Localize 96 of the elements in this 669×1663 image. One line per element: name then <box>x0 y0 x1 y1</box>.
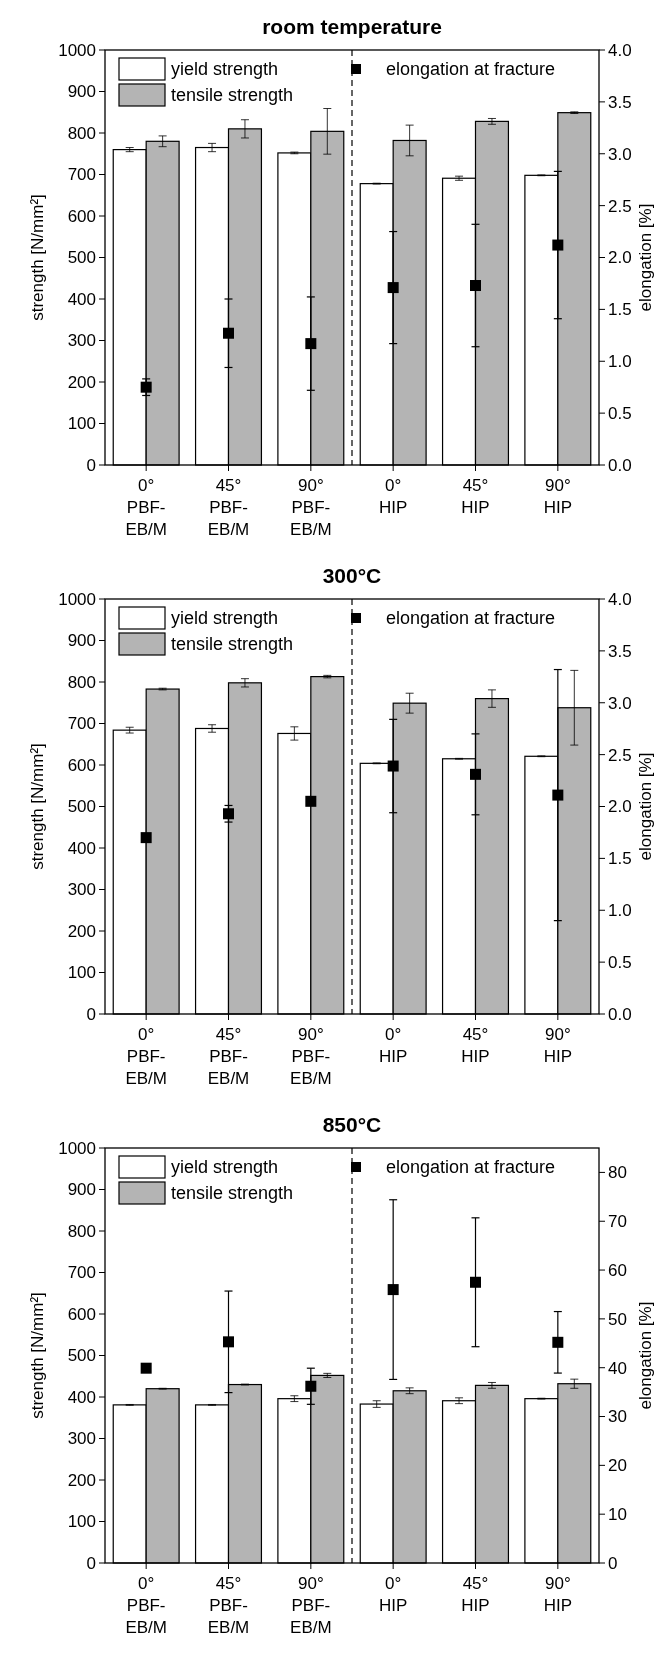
y-tick-label: 0 <box>86 1553 96 1573</box>
x-tick-label: 45° HIP <box>461 1574 490 1615</box>
x-tick-label: 0° HIP <box>378 1574 408 1615</box>
x-tick-label: 45° PBF- EB/M <box>207 1574 250 1637</box>
x-tick-label: 90° HIP <box>543 1025 573 1066</box>
legend-label: tensile strength <box>171 85 294 105</box>
y-tick-label: 800 <box>67 1221 96 1241</box>
y-tick-label: 900 <box>67 82 96 102</box>
y-tick-label: 600 <box>67 206 96 226</box>
y2-tick-label: 70 <box>608 1212 627 1232</box>
legend-label: tensile strength <box>171 634 294 654</box>
y2-tick-label: 20 <box>608 1456 627 1476</box>
y-tick-label: 900 <box>67 631 96 651</box>
chart-title: room temperature <box>262 15 442 38</box>
legend-label: elongation at fracture <box>386 608 556 628</box>
y2-axis-title: elongation [%] <box>636 1301 655 1410</box>
y-tick-label: 800 <box>67 123 96 143</box>
y-tick-label: 300 <box>67 331 96 351</box>
y-axis-title: strength [N/mm²] <box>28 1292 47 1419</box>
y-tick-label: 100 <box>67 1512 96 1532</box>
y-tick-label: 500 <box>67 248 96 268</box>
y2-tick-label: 3.5 <box>608 641 632 661</box>
y-tick-label: 400 <box>67 1387 96 1407</box>
y2-axis-title: elongation [%] <box>636 752 655 861</box>
y-axis-title: strength [N/mm²] <box>28 743 47 870</box>
x-tick-label: 45° HIP <box>461 1025 490 1066</box>
y2-tick-label: 0.0 <box>608 1004 632 1024</box>
legend-label: yield strength <box>171 59 279 79</box>
chart-title: 850°C <box>322 1113 382 1136</box>
y2-tick-label: 3.0 <box>608 144 632 164</box>
y2-tick-label: 40 <box>608 1358 627 1378</box>
y2-axis-title: elongation [%] <box>636 203 655 312</box>
y-axis-title: strength [N/mm²] <box>28 194 47 321</box>
y-tick-label: 200 <box>67 921 96 941</box>
y-tick-label: 700 <box>67 1263 96 1283</box>
y-tick-label: 1000 <box>58 589 96 609</box>
x-tick-label: 45° PBF- EB/M <box>207 476 250 539</box>
y2-tick-label: 0 <box>608 1553 618 1573</box>
y2-tick-label: 2.0 <box>608 248 632 268</box>
y2-tick-label: 2.0 <box>608 797 632 817</box>
y-tick-label: 700 <box>67 714 96 734</box>
x-tick-label: 0° HIP <box>378 476 408 517</box>
y2-tick-label: 0.5 <box>608 953 632 973</box>
x-tick-label: 0° PBF- EB/M <box>125 1574 167 1637</box>
y2-tick-label: 3.0 <box>608 693 632 713</box>
x-tick-label: 90° PBF- EB/M <box>290 476 332 539</box>
y-tick-label: 100 <box>67 963 96 983</box>
y2-tick-label: 1.0 <box>608 901 632 921</box>
y-tick-label: 600 <box>67 1304 96 1324</box>
y-tick-label: 500 <box>67 797 96 817</box>
y2-tick-label: 2.5 <box>608 196 632 216</box>
x-tick-label: 0° PBF- EB/M <box>125 1025 167 1088</box>
y2-tick-label: 60 <box>608 1261 627 1281</box>
y-tick-label: 800 <box>67 672 96 692</box>
y-tick-label: 100 <box>67 414 96 434</box>
y2-tick-label: 0.0 <box>608 455 632 475</box>
y2-tick-label: 0.5 <box>608 404 632 424</box>
y2-tick-label: 4.0 <box>608 40 632 60</box>
x-tick-label: 0° HIP <box>378 1025 408 1066</box>
x-tick-label: 90° HIP <box>543 476 573 517</box>
y-tick-label: 400 <box>67 838 96 858</box>
y-tick-label: 600 <box>67 755 96 775</box>
legend-label: yield strength <box>171 608 279 628</box>
x-tick-label: 45° HIP <box>461 476 490 517</box>
y2-tick-label: 1.5 <box>608 300 632 320</box>
y2-tick-label: 2.5 <box>608 745 632 765</box>
y2-tick-label: 3.5 <box>608 92 632 112</box>
y-tick-label: 900 <box>67 1180 96 1200</box>
legend-label: tensile strength <box>171 1183 294 1203</box>
y-tick-label: 400 <box>67 289 96 309</box>
y-tick-label: 200 <box>67 1470 96 1490</box>
x-tick-label: 90° PBF- EB/M <box>290 1574 332 1637</box>
y-tick-label: 500 <box>67 1346 96 1366</box>
y-tick-label: 700 <box>67 165 96 185</box>
x-tick-label: 45° PBF- EB/M <box>207 1025 250 1088</box>
y-tick-label: 0 <box>86 455 96 475</box>
legend-label: elongation at fracture <box>386 59 556 79</box>
legend-label: yield strength <box>171 1157 279 1177</box>
legend-label: elongation at fracture <box>386 1157 556 1177</box>
y-tick-label: 300 <box>67 1429 96 1449</box>
y-tick-label: 1000 <box>58 1138 96 1158</box>
y2-tick-label: 4.0 <box>608 589 632 609</box>
y2-tick-label: 80 <box>608 1163 627 1183</box>
y2-tick-label: 1.5 <box>608 849 632 869</box>
y2-tick-label: 30 <box>608 1407 627 1427</box>
y2-tick-label: 10 <box>608 1505 627 1525</box>
y-tick-label: 0 <box>86 1004 96 1024</box>
y-tick-label: 1000 <box>58 40 96 60</box>
y-tick-label: 300 <box>67 880 96 900</box>
x-tick-label: 90° HIP <box>543 1574 573 1615</box>
x-tick-label: 90° PBF- EB/M <box>290 1025 332 1088</box>
y2-tick-label: 50 <box>608 1309 627 1329</box>
x-tick-label: 0° PBF- EB/M <box>125 476 167 539</box>
y-tick-label: 200 <box>67 372 96 392</box>
y2-tick-label: 1.0 <box>608 352 632 372</box>
chart-title: 300°C <box>322 564 382 587</box>
